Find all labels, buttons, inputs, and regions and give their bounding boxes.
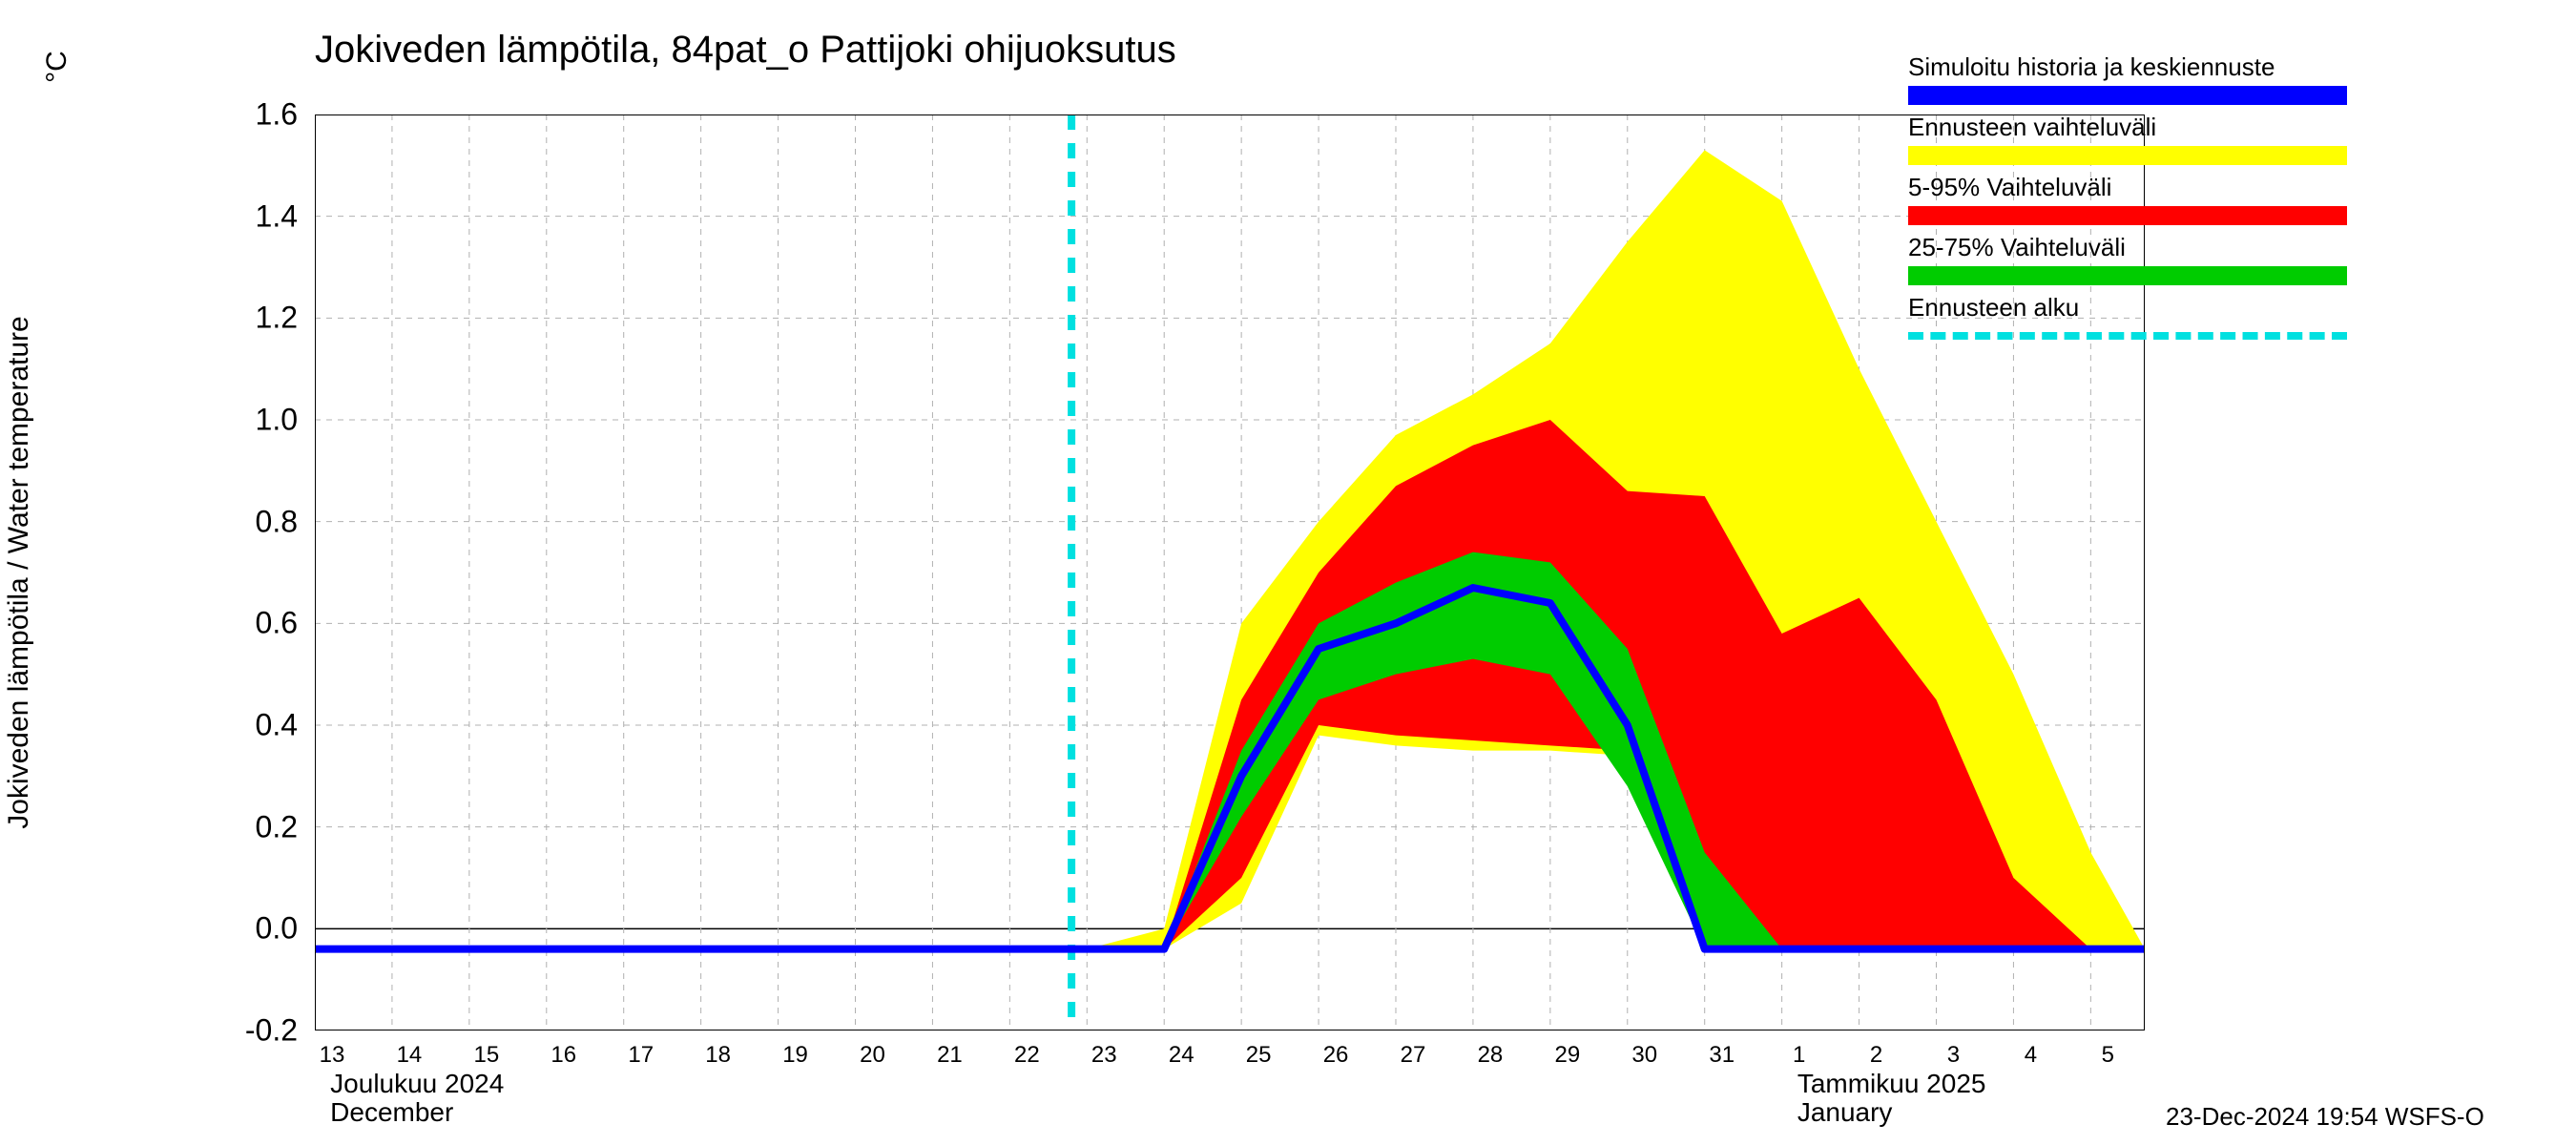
x-tick-label: 5: [2102, 1042, 2114, 1069]
y-tick-label: 0.4: [256, 708, 298, 743]
x-tick-label: 31: [1709, 1042, 1735, 1069]
x-tick-label: 20: [860, 1042, 885, 1069]
legend-item: Ennusteen vaihteluväli: [1908, 113, 2347, 165]
y-tick-label: 1.0: [256, 403, 298, 438]
x-tick-label: 27: [1401, 1042, 1426, 1069]
x-tick-label: 24: [1169, 1042, 1195, 1069]
legend-label: Simuloitu historia ja keskiennuste: [1908, 52, 2347, 82]
legend-swatch: [1908, 146, 2347, 165]
legend-item: 5-95% Vaihteluväli: [1908, 173, 2347, 225]
chart-title: Jokiveden lämpötila, 84pat_o Pattijoki o…: [315, 29, 1176, 72]
x-tick-label: 28: [1478, 1042, 1504, 1069]
legend-label: Ennusteen vaihteluväli: [1908, 113, 2347, 142]
x-tick-label: 18: [705, 1042, 731, 1069]
x-tick-label: 16: [551, 1042, 576, 1069]
y-tick-label: 0.6: [256, 606, 298, 641]
legend-item: Ennusteen alku: [1908, 293, 2347, 340]
legend-swatch: [1908, 332, 2347, 340]
y-tick-label: -0.2: [245, 1013, 298, 1049]
x-tick-label: 13: [320, 1042, 345, 1069]
x-tick-label: 1: [1793, 1042, 1805, 1069]
x-tick-label: 14: [397, 1042, 423, 1069]
y-axis-label: Jokiveden lämpötila / Water temperature: [3, 316, 35, 828]
x-tick-label: 22: [1014, 1042, 1040, 1069]
month-label: Tammikuu 2025: [1797, 1069, 1986, 1099]
y-axis-unit: °C: [41, 51, 73, 83]
legend-swatch: [1908, 206, 2347, 225]
x-tick-label: 15: [473, 1042, 499, 1069]
chart-legend: Simuloitu historia ja keskiennuste Ennust…: [1908, 52, 2347, 353]
x-tick-label: 21: [937, 1042, 963, 1069]
legend-swatch: [1908, 86, 2347, 105]
y-tick-label: 0.2: [256, 809, 298, 844]
y-tick-label: 0.8: [256, 504, 298, 539]
x-tick-label: 25: [1246, 1042, 1272, 1069]
y-tick-label: 0.0: [256, 911, 298, 947]
legend-item: 25-75% Vaihteluväli: [1908, 233, 2347, 285]
legend-label: 5-95% Vaihteluväli: [1908, 173, 2347, 202]
x-tick-label: 19: [782, 1042, 808, 1069]
y-tick-label: 1.6: [256, 97, 298, 133]
y-tick-label: 1.2: [256, 301, 298, 336]
chart-plot: [315, 114, 2145, 1030]
month-label: December: [330, 1097, 453, 1128]
chart-footer: 23-Dec-2024 19:54 WSFS-O: [2166, 1102, 2484, 1132]
legend-label: 25-75% Vaihteluväli: [1908, 233, 2347, 262]
x-tick-label: 30: [1631, 1042, 1657, 1069]
x-tick-label: 29: [1554, 1042, 1580, 1069]
y-tick-label: 1.4: [256, 198, 298, 234]
x-tick-label: 17: [628, 1042, 654, 1069]
month-label: Joulukuu 2024: [330, 1069, 504, 1099]
x-tick-label: 4: [2025, 1042, 2037, 1069]
x-tick-label: 2: [1870, 1042, 1882, 1069]
legend-swatch: [1908, 266, 2347, 285]
x-tick-label: 3: [1947, 1042, 1960, 1069]
legend-item: Simuloitu historia ja keskiennuste: [1908, 52, 2347, 105]
legend-label: Ennusteen alku: [1908, 293, 2347, 323]
x-tick-label: 23: [1091, 1042, 1117, 1069]
month-label: January: [1797, 1097, 1893, 1128]
x-tick-label: 26: [1323, 1042, 1349, 1069]
